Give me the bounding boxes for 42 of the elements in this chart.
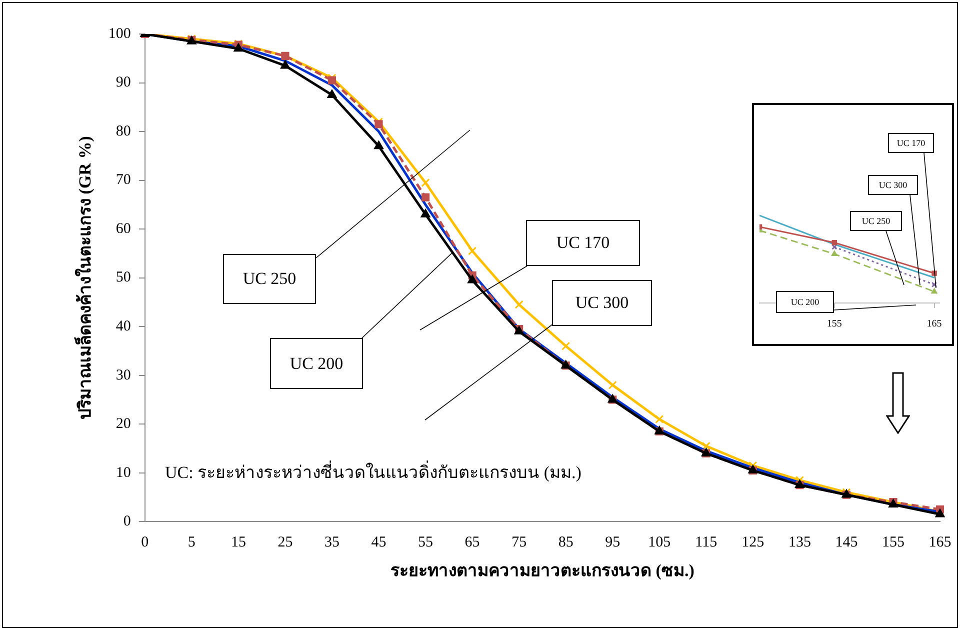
- x-tick-label: 45: [371, 534, 386, 551]
- y-tick-label: 60: [116, 220, 131, 237]
- x-tick-label: 165: [926, 318, 942, 330]
- y-tick-label: 70: [116, 172, 131, 188]
- y-tick-label: 20: [116, 416, 131, 432]
- x-tick-label: 25: [278, 534, 293, 551]
- x-tick-label: 95: [605, 534, 620, 551]
- x-tick-label: 145: [835, 534, 858, 551]
- x-tick-label: 0: [141, 534, 149, 551]
- x-tick-label: 135: [788, 534, 811, 551]
- x-tick-label: 155: [882, 534, 904, 551]
- annotation: UC 200: [270, 338, 363, 389]
- x-tick-label: 5: [188, 534, 196, 551]
- y-tick-label: 50: [116, 270, 131, 286]
- annotation: UC 170: [526, 220, 640, 266]
- annotation: UC 170: [888, 133, 934, 153]
- x-tick-label: 155: [826, 318, 842, 330]
- annotation: UC 300: [552, 280, 652, 326]
- x-tick-label: 165: [928, 534, 952, 551]
- x-tick-label: 105: [648, 534, 671, 551]
- y-tick-label: 100: [108, 26, 131, 42]
- annotation: UC 250: [223, 254, 316, 304]
- x-tick-label: 115: [695, 534, 718, 551]
- x-tick-label: 85: [558, 534, 574, 551]
- y-tick-label: 0: [123, 514, 131, 530]
- annotation: UC 250: [850, 211, 902, 231]
- y-tick-label: 10: [116, 464, 131, 481]
- y-axis-title: ปริมาณเมล็ดคงค้างในตะแกรง (GR %): [72, 136, 95, 420]
- annotation: UC 300: [868, 175, 918, 195]
- annotation: UC 200: [776, 291, 834, 313]
- y-tick-label: 90: [116, 74, 131, 91]
- x-tick-label: 55: [418, 534, 434, 551]
- y-tick-label: 80: [116, 123, 131, 140]
- x-tick-label: 65: [464, 534, 480, 551]
- y-tick-label: 30: [116, 367, 131, 384]
- x-axis-title: ระยะทางตามความยาวตะแกรงนวด (ซม.): [390, 561, 694, 580]
- y-tick-label: 40: [116, 318, 131, 334]
- x-tick-label: 125: [742, 534, 764, 551]
- annotation: UC: ระยะห่างระหว่างซี่นวดในแนวดิ่งกับตะแกรงบน (มม.): [165, 460, 582, 484]
- x-tick-label: 15: [230, 534, 246, 551]
- x-tick-label: 35: [324, 534, 340, 551]
- x-tick-label: 75: [512, 534, 527, 551]
